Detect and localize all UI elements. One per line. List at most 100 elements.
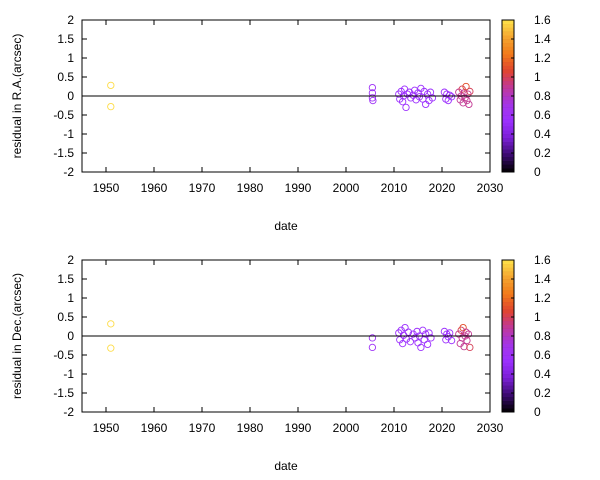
ra-colorbar-tick-label: 1.4 — [534, 32, 551, 46]
dec-data-point — [413, 327, 421, 336]
dec-x-tick-label: 2030 — [477, 421, 504, 435]
dec-colorbar-segment — [502, 294, 514, 299]
dec-colorbar-tick-label: 1.6 — [534, 253, 551, 267]
ra-colorbar-segment — [502, 54, 514, 59]
dec-colorbar-segment — [502, 396, 514, 401]
ra-colorbar-segment — [502, 61, 514, 66]
ra-colorbar-segment — [502, 137, 514, 142]
ra-colorbar-tick-label: 1.6 — [534, 13, 551, 27]
dec-colorbar-tick-label: 0.8 — [534, 329, 551, 343]
dec-colorbar-segment — [502, 393, 514, 398]
dec-x-tick-label: 1960 — [141, 421, 168, 435]
dec-y-tick-label: 1 — [67, 291, 74, 305]
dec-y-tick-label: -1.5 — [53, 386, 74, 400]
dec-colorbar-segment — [502, 309, 514, 314]
dec-data-point — [398, 339, 407, 348]
dec-colorbar-segment — [502, 324, 514, 329]
ra-data-point — [107, 81, 115, 90]
ra-colorbar-segment — [502, 126, 514, 131]
ra-colorbar-segment — [502, 46, 514, 51]
ra-x-tick-label: 2010 — [381, 181, 408, 195]
dec-colorbar-segment — [502, 263, 514, 268]
ra-data-point — [395, 90, 403, 98]
dec-data-point — [447, 336, 456, 345]
ra-y-tick-label: -1 — [63, 127, 74, 141]
ra-x-tick-label: 2020 — [429, 181, 456, 195]
dec-y-tick-label: 2 — [67, 253, 74, 267]
ra-y-tick-label: 1.5 — [57, 32, 74, 46]
dec-data-point — [427, 334, 435, 342]
dec-x-tick-label: 1980 — [237, 421, 264, 435]
ra-colorbar-segment — [502, 73, 514, 78]
dec-x-tick-label: 1990 — [285, 421, 312, 435]
ra-x-tick-label: 1960 — [141, 181, 168, 195]
ra-colorbar-segment — [502, 65, 514, 70]
dec-colorbar-segment — [502, 377, 514, 382]
dec-x-tick-label: 2000 — [333, 421, 360, 435]
ra-x-tick-label: 1950 — [93, 181, 120, 195]
dec-colorbar-segment — [502, 286, 514, 291]
ra-colorbar-segment — [502, 84, 514, 89]
dec-y-tick-label: -0.5 — [53, 348, 74, 362]
ra-colorbar-segment — [502, 118, 514, 123]
ra-data-point — [462, 82, 470, 91]
ra-colorbar-segment — [502, 35, 514, 40]
dec-colorbar-segment — [502, 328, 514, 333]
dec-colorbar-segment — [502, 351, 514, 356]
dec-data-point — [107, 344, 115, 352]
dec-x-tick-label: 1970 — [189, 421, 216, 435]
dec-colorbar-segment — [502, 374, 514, 379]
ra-colorbar-segment — [502, 92, 514, 97]
ra-colorbar-segment — [502, 107, 514, 112]
ra-data-point — [402, 103, 410, 112]
ra-data-point — [466, 87, 474, 96]
dec-colorbar-tick-label: 1 — [534, 310, 541, 324]
dec-colorbar-segment — [502, 358, 514, 363]
dec-data-point — [460, 342, 468, 351]
dec-data-point — [406, 338, 414, 346]
dec-data-point — [107, 320, 115, 328]
dec-colorbar-tick-label: 1.4 — [534, 272, 551, 286]
dec-y-tick-label: -2 — [63, 405, 74, 419]
dec-colorbar-segment — [502, 370, 514, 375]
ra-data-point — [465, 100, 473, 109]
ra-colorbar-segment — [502, 149, 514, 154]
ra-colorbar-segment — [502, 103, 514, 108]
dec-data-point — [368, 343, 377, 352]
ra-colorbar-segment — [502, 96, 514, 101]
ra-colorbar-segment — [502, 20, 514, 25]
ra-colorbar-segment — [502, 145, 514, 150]
dec-colorbar-segment — [502, 343, 514, 348]
dec-colorbar-segment — [502, 260, 514, 265]
ra-colorbar-segment — [502, 50, 514, 55]
ra-colorbar-segment — [502, 164, 514, 169]
ra-colorbar-segment — [502, 69, 514, 74]
ra-colorbar-segment — [502, 42, 514, 47]
ra-colorbar-segment — [502, 77, 514, 82]
dec-y-tick-label: 0 — [67, 329, 74, 343]
ra-y-tick-label: -0.5 — [53, 108, 74, 122]
ra-colorbar-tick-label: 0.2 — [534, 146, 551, 160]
dec-colorbar-segment — [502, 317, 514, 322]
ra-x-tick-label: 1990 — [285, 181, 312, 195]
ra-y-tick-label: 0 — [67, 89, 74, 103]
dec-data-point — [423, 340, 432, 349]
dec-colorbar-segment — [502, 313, 514, 318]
dec-colorbar-segment — [502, 320, 514, 325]
dec-colorbar-segment — [502, 336, 514, 341]
ra-colorbar-tick-label: 0.6 — [534, 108, 551, 122]
ra-colorbar-segment — [502, 153, 514, 158]
dec-colorbar-segment — [502, 389, 514, 394]
dec-residual-panel: 1950 1960 1970 1980 1990 2000 2010 2020 2030 -2-… — [10, 253, 551, 473]
dec-data-point — [404, 328, 413, 336]
ra-data-point — [458, 85, 466, 93]
dec-colorbar-segment — [502, 267, 514, 272]
ra-data-point — [446, 91, 454, 99]
dec-y-tick-label: 0.5 — [57, 310, 74, 324]
dec-scatter-points — [107, 320, 474, 352]
ra-colorbar-segment — [502, 141, 514, 146]
dec-colorbar: 0 0.2 0.4 0.6 0.8 1 1.2 1.4 1.6 — [501, 253, 551, 419]
ra-x-tick-label: 1980 — [237, 181, 264, 195]
